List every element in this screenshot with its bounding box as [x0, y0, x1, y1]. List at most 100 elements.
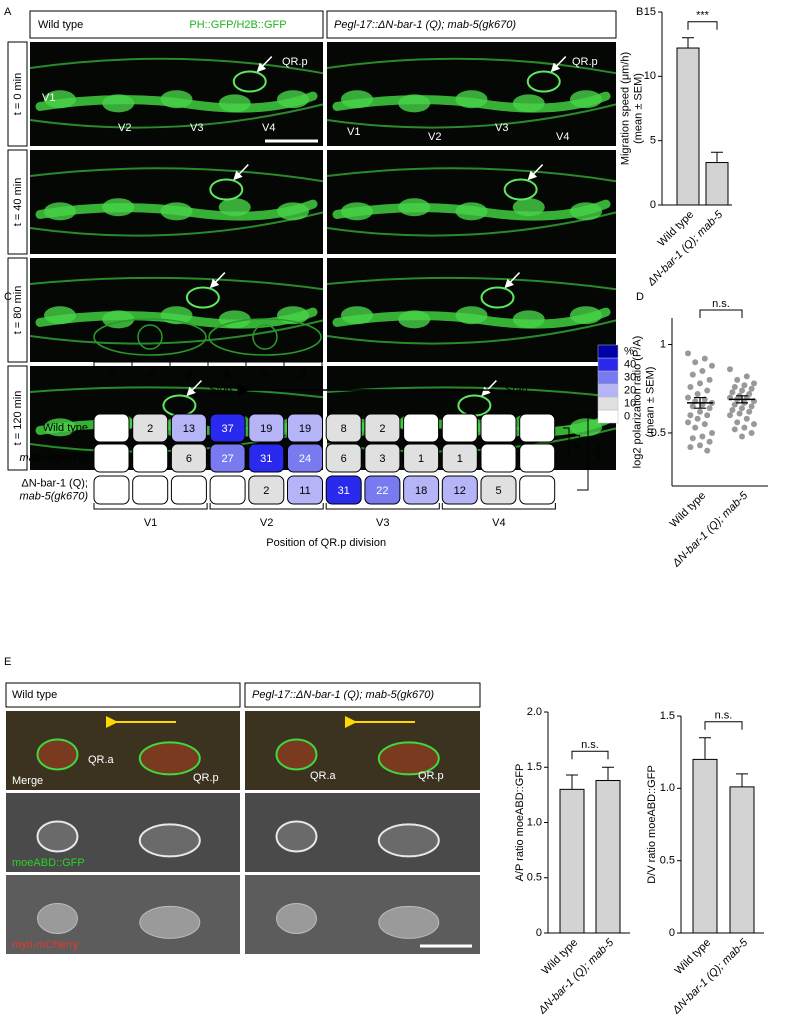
micrograph — [30, 150, 323, 254]
sem-bar — [736, 395, 748, 404]
stop-label: Stop — [209, 384, 232, 396]
heat-cell — [209, 443, 246, 473]
data-point — [736, 410, 743, 417]
heat-cell — [480, 443, 517, 473]
data-point — [704, 387, 711, 394]
heat-cell — [287, 475, 323, 505]
group-bracket — [325, 503, 440, 510]
panel-letter: E — [4, 656, 11, 668]
significance-bracket — [687, 21, 718, 30]
legend-label: 0 — [624, 410, 630, 422]
cell — [341, 202, 373, 221]
worm-outline — [326, 167, 617, 237]
header-text: Wild type — [12, 689, 57, 701]
compartment-label: m — [146, 368, 155, 380]
y-axis-label: D/V ratio moeABD::GFP — [646, 765, 658, 884]
compartment-label: m — [260, 368, 269, 380]
time-label: t = 80 min — [12, 286, 24, 335]
cell-value: 1 — [457, 453, 463, 465]
heat-cell — [325, 413, 362, 443]
time-label: t = 0 min — [12, 73, 24, 116]
significance-bracket — [563, 427, 570, 459]
row-label: ΔN-bar-1 (Q); — [21, 477, 88, 489]
cell — [36, 738, 79, 771]
cell-label: V2 — [428, 131, 441, 143]
cell — [218, 94, 251, 113]
panel-letter: A — [4, 6, 12, 18]
legend-label: 30 — [624, 371, 636, 383]
cell — [218, 198, 251, 217]
qr-cell — [503, 178, 538, 201]
seam-cells — [332, 307, 611, 329]
cell — [570, 418, 602, 437]
cell — [341, 306, 373, 325]
cell — [102, 94, 135, 113]
cell-value: 31 — [338, 485, 350, 497]
legend-swatch — [597, 396, 619, 411]
data-point — [692, 424, 699, 431]
data-point — [694, 391, 701, 398]
qr-cell — [480, 286, 515, 309]
legend-label: 10 — [624, 397, 636, 409]
row-label: Wild type — [43, 422, 88, 434]
legend-unit: % — [624, 345, 634, 357]
cell-value: 31 — [260, 453, 272, 465]
data-point — [709, 429, 715, 436]
significance-bracket — [699, 309, 743, 318]
qr-cell — [209, 178, 244, 201]
heat-cell — [441, 413, 478, 443]
arrow — [504, 272, 521, 289]
data-point — [748, 385, 755, 392]
error-bar — [682, 37, 694, 49]
row-label: mab-5(gk670) — [20, 490, 89, 502]
group-bracket — [441, 503, 556, 510]
header-box — [244, 682, 481, 708]
heat-cell — [248, 413, 285, 443]
cell-label: V4 — [262, 122, 275, 134]
error-bar — [602, 766, 614, 781]
data-point — [739, 405, 745, 412]
data-point — [685, 394, 691, 401]
x-axis-label: Position of QR.p division — [266, 537, 386, 549]
header-box — [326, 10, 617, 39]
heat-cell — [325, 475, 362, 505]
data-point — [706, 438, 713, 445]
cell-value: 2 — [379, 423, 385, 435]
cell — [377, 823, 440, 858]
cell-value: 22 — [376, 485, 388, 497]
cell-value: 37 — [221, 423, 233, 435]
qr-cell — [232, 70, 267, 93]
cell — [455, 90, 488, 109]
worm-outline — [326, 57, 617, 129]
data-point — [704, 447, 711, 454]
data-point — [731, 383, 738, 390]
time-box — [7, 41, 28, 147]
time-box — [7, 149, 28, 255]
group-label: V4 — [492, 517, 505, 529]
cell — [570, 90, 602, 109]
data-point — [729, 406, 736, 413]
heat-cell — [93, 475, 130, 505]
heat-cell — [248, 443, 285, 473]
data-point — [727, 412, 733, 419]
heat-cell — [93, 443, 130, 473]
cell-label: V3 — [495, 122, 508, 134]
heat-cell — [132, 413, 169, 443]
heat-cell — [170, 475, 207, 505]
legend-label: 40 — [624, 358, 636, 370]
start-label: Start — [505, 384, 528, 396]
data-point — [743, 373, 750, 380]
heat-cell — [209, 413, 246, 443]
data-point — [739, 433, 745, 440]
error-bar — [711, 151, 723, 163]
group-label: V1 — [144, 517, 157, 529]
data-point — [692, 359, 699, 366]
group-bracket — [93, 503, 208, 510]
compartment-label: a — [110, 368, 117, 380]
group-label: V3 — [376, 517, 389, 529]
y-tick-label: 0 — [536, 927, 542, 939]
y-tick-label: 15 — [644, 6, 656, 18]
cell-label: V3 — [190, 122, 203, 134]
data-point — [743, 415, 750, 422]
group-bracket — [209, 503, 324, 510]
